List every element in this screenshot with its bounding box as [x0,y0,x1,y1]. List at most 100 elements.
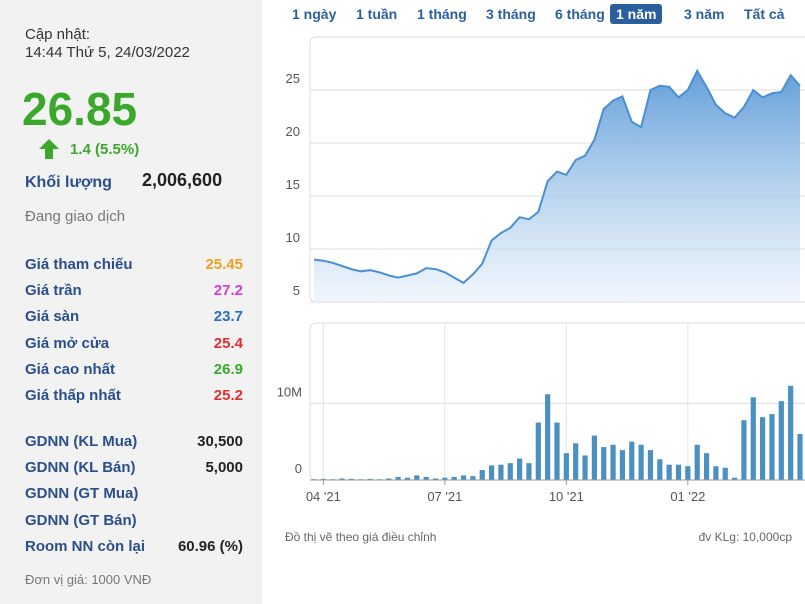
x-tick-label: 07 '21 [427,489,462,504]
volume-bar [750,397,756,480]
volume-bar [675,464,682,480]
status: Đang giao dịch [25,208,126,225]
volume-bar [629,441,635,480]
row-label: GDNN (GT Bán) [25,511,137,529]
volume-bar [545,394,551,480]
volume-bar [414,475,420,480]
row-label: Room NN còn lại [25,537,146,555]
row-value: 60.96 (%) [177,537,243,555]
volume-bar [451,476,457,480]
volume-bar [601,447,607,480]
volume-bar [339,478,345,480]
volume-bar [741,420,747,480]
volume-bar [348,478,354,480]
volume-bar [666,464,672,480]
x-tick-label: 10 '21 [549,489,584,504]
volume-label: Khối lượng [25,174,112,191]
volume-bar [488,465,495,480]
volume-bar [573,443,579,480]
range-tab[interactable]: 3 năm [684,6,725,22]
chart-note: Đồ thị vẽ theo giá điều chỉnh [285,530,436,544]
volume-bar [563,453,569,480]
volume-bar [498,464,504,480]
x-tick-label: 04 '21 [306,489,341,504]
volume-bar [423,476,429,480]
row-value: 30,500 [197,433,243,450]
row-value: 25.4 [213,334,243,352]
x-tick-label: 01 '22 [670,489,705,504]
row-label: GDNN (GT Mua) [25,485,139,503]
row-label: Giá sàn [25,308,80,326]
volume-bar [657,459,663,480]
volume-bar [442,477,448,480]
row-value: 27.2 [213,282,243,300]
row-label: Giá cao nhất [25,360,116,378]
update-label: Cập nhật: [25,26,91,43]
range-tab[interactable]: 6 tháng [555,6,605,22]
volume-bar [760,417,766,480]
range-tab[interactable]: 1 ngày [292,6,337,22]
volume-bar [619,450,626,480]
range-tab[interactable]: 3 tháng [486,6,536,22]
range-tab[interactable]: 1 năm [610,4,663,24]
row-value: 25.2 [213,387,243,404]
row-label: Giá trần [25,282,82,300]
row-label: Giá thấp nhất [25,387,121,404]
y-tick-label: 5 [293,283,300,298]
volume-bar [797,434,803,480]
row-label: Giá mở cửa [25,334,110,352]
y-tick-label: 20 [286,124,300,139]
volume-bar [386,478,392,480]
y-tick-label: 10 [286,230,300,245]
volume-bar [610,444,616,480]
volume-bar [591,435,597,480]
info-panel: Cập nhật: 14:44 Thứ 5, 24/03/2022 26.85 … [0,0,262,604]
volume-unit-note: đv KLg: 10,000cp [699,530,793,544]
chart: Đồ thị vẽ theo giá điều chỉnh đv KLg: 10… [277,36,805,544]
volume-bar [788,385,794,480]
y-tick-label: 10M [277,384,302,399]
up-arrow [39,139,59,159]
range-tab[interactable]: 1 tuần [356,6,398,22]
volume-bar [517,458,523,480]
volume-bar [703,453,710,480]
volume-bar [507,463,513,480]
y-tick-label: 15 [286,177,300,192]
y-tick-label: 25 [286,71,300,86]
volume-bar [470,476,476,480]
row-label: GDNN (KL Mua) [25,433,138,450]
row-value: 25.45 [205,256,243,273]
volume-bar [479,470,485,480]
volume-bar [582,455,588,480]
volume-bar [320,478,326,480]
volume-bar [731,477,738,480]
volume-bar [404,477,411,480]
volume-bar [778,401,784,480]
y-tick-label: 0 [295,461,302,476]
volume-bar [526,463,532,480]
price-change: 1.4 (5.5%) [70,141,140,158]
volume-bar [647,450,654,480]
volume-bar [395,476,401,480]
volume-bar [713,466,719,480]
row-value: 23.7 [213,308,243,326]
volume-bar [722,467,728,480]
volume-bar [554,422,560,480]
price-line [313,68,801,285]
volume-bar [432,478,439,480]
volume-bar [694,444,700,480]
volume-bar [460,475,467,480]
price: 26.85 [22,83,138,135]
volume-bar [638,444,644,480]
volume-bar [769,414,775,480]
range-tab[interactable]: Tất cả [744,6,785,22]
volume: 2,006,600 [142,170,223,190]
update-time: 14:44 Thứ 5, 24/03/2022 [25,44,190,61]
row-label: Giá tham chiếu [25,256,133,273]
range-tab[interactable]: 1 tháng [417,6,467,22]
volume-bar [685,466,691,480]
price-area [314,70,800,303]
row-value: 26.9 [213,360,243,378]
row-value: 5,000 [205,459,243,477]
